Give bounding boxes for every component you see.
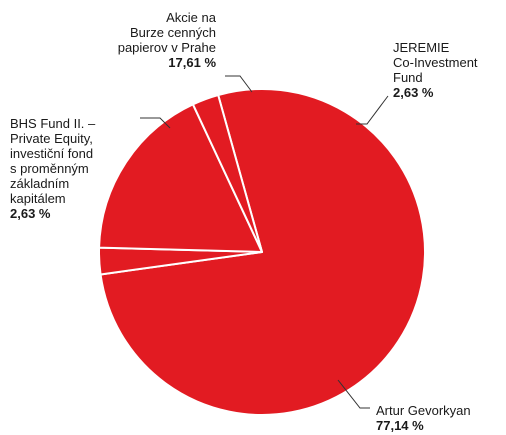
label-akcie-value: 17,61 % <box>168 55 216 70</box>
label-akcie-line-2: Burze cenných <box>130 25 216 40</box>
label-bhs-line-4: s proměnným <box>10 161 89 176</box>
label-artur-line-1: Artur Gevorkyan <box>376 403 471 418</box>
slice-jeremie <box>191 94 263 253</box>
label-akcie: Akcie na Burze cenných papierov v Prahe … <box>118 10 216 70</box>
slice-akcie-burze <box>98 103 263 253</box>
label-bhs-line-5: základním <box>10 176 70 191</box>
label-jeremie-value: 2,63 % <box>393 85 434 100</box>
label-jeremie-line-3: Fund <box>393 70 423 85</box>
label-artur: Artur Gevorkyan 77,14 % <box>376 403 471 433</box>
label-bhs-value: 2,63 % <box>10 206 51 221</box>
label-bhs-line-2: Private Equity, <box>10 131 93 146</box>
label-jeremie-line-1: JEREMIE <box>393 40 450 55</box>
label-bhs: BHS Fund II. – Private Equity, investičn… <box>10 116 95 221</box>
label-bhs-line-1: BHS Fund II. – <box>10 116 96 131</box>
label-bhs-line-6: kapitálem <box>10 191 66 206</box>
label-jeremie: JEREMIE Co-Investment Fund 2,63 % <box>393 40 478 100</box>
label-bhs-line-3: investiční fond <box>10 146 94 161</box>
leader-artur <box>337 379 370 409</box>
label-jeremie-line-2: Co-Investment <box>393 55 478 70</box>
leader-akcie <box>225 75 253 93</box>
label-artur-value: 77,14 % <box>376 418 424 433</box>
leader-jeremie <box>356 95 389 125</box>
label-akcie-line-1: Akcie na <box>166 10 216 25</box>
label-akcie-line-3: papierov v Prahe <box>117 40 216 55</box>
leader-bhs <box>140 117 171 129</box>
